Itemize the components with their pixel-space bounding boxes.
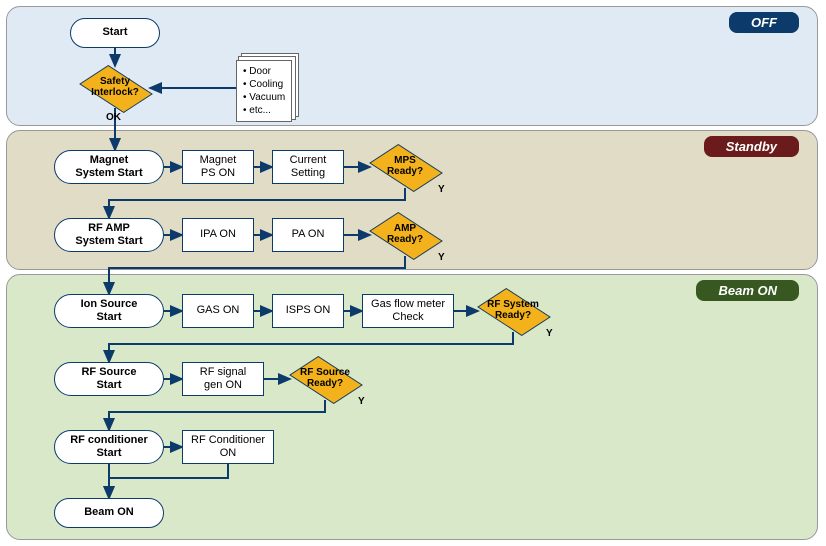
- section-label-off: OFF: [729, 12, 799, 33]
- node-gasflow: Gas flow meterCheck: [362, 294, 454, 328]
- node-magnet_start: MagnetSystem Start: [54, 150, 164, 184]
- label-rfsrc_y: Y: [358, 396, 365, 407]
- node-rfsrc_start: RF SourceStart: [54, 362, 164, 396]
- section-label-beamon: Beam ON: [696, 280, 799, 301]
- node-rfamp_start: RF AMPSystem Start: [54, 218, 164, 252]
- node-gas: GAS ON: [182, 294, 254, 328]
- node-isps: ISPS ON: [272, 294, 344, 328]
- node-magnet_ps: MagnetPS ON: [182, 150, 254, 184]
- node-beam_on: Beam ON: [54, 498, 164, 528]
- node-mps_ready: MPSReady?: [370, 145, 440, 189]
- node-current: CurrentSetting: [272, 150, 344, 184]
- node-start: Start: [70, 18, 160, 48]
- note-interlock-items: • Door• Cooling• Vacuum• etc...: [236, 60, 292, 122]
- label-amp_y: Y: [438, 252, 445, 263]
- node-rfcond_on: RF ConditionerON: [182, 430, 274, 464]
- node-pa: PA ON: [272, 218, 344, 252]
- node-safety: SafetyInterlock?: [80, 66, 150, 110]
- node-rfsig: RF signalgen ON: [182, 362, 264, 396]
- node-ion_start: Ion SourceStart: [54, 294, 164, 328]
- node-rfcond_start: RF conditionerStart: [54, 430, 164, 464]
- flowchart-canvas: OFF Standby Beam ON Start SafetyInterlock…: [0, 0, 826, 546]
- ok-label: OK: [106, 112, 121, 123]
- node-rfsys_ready: RF SystemReady?: [478, 289, 548, 333]
- section-label-standby: Standby: [704, 136, 799, 157]
- node-rfsrc_ready: RF SourceReady?: [290, 357, 360, 401]
- label-mps_y: Y: [438, 184, 445, 195]
- node-amp_ready: AMPReady?: [370, 213, 440, 257]
- node-ipa: IPA ON: [182, 218, 254, 252]
- label-rfsys_y: Y: [546, 328, 553, 339]
